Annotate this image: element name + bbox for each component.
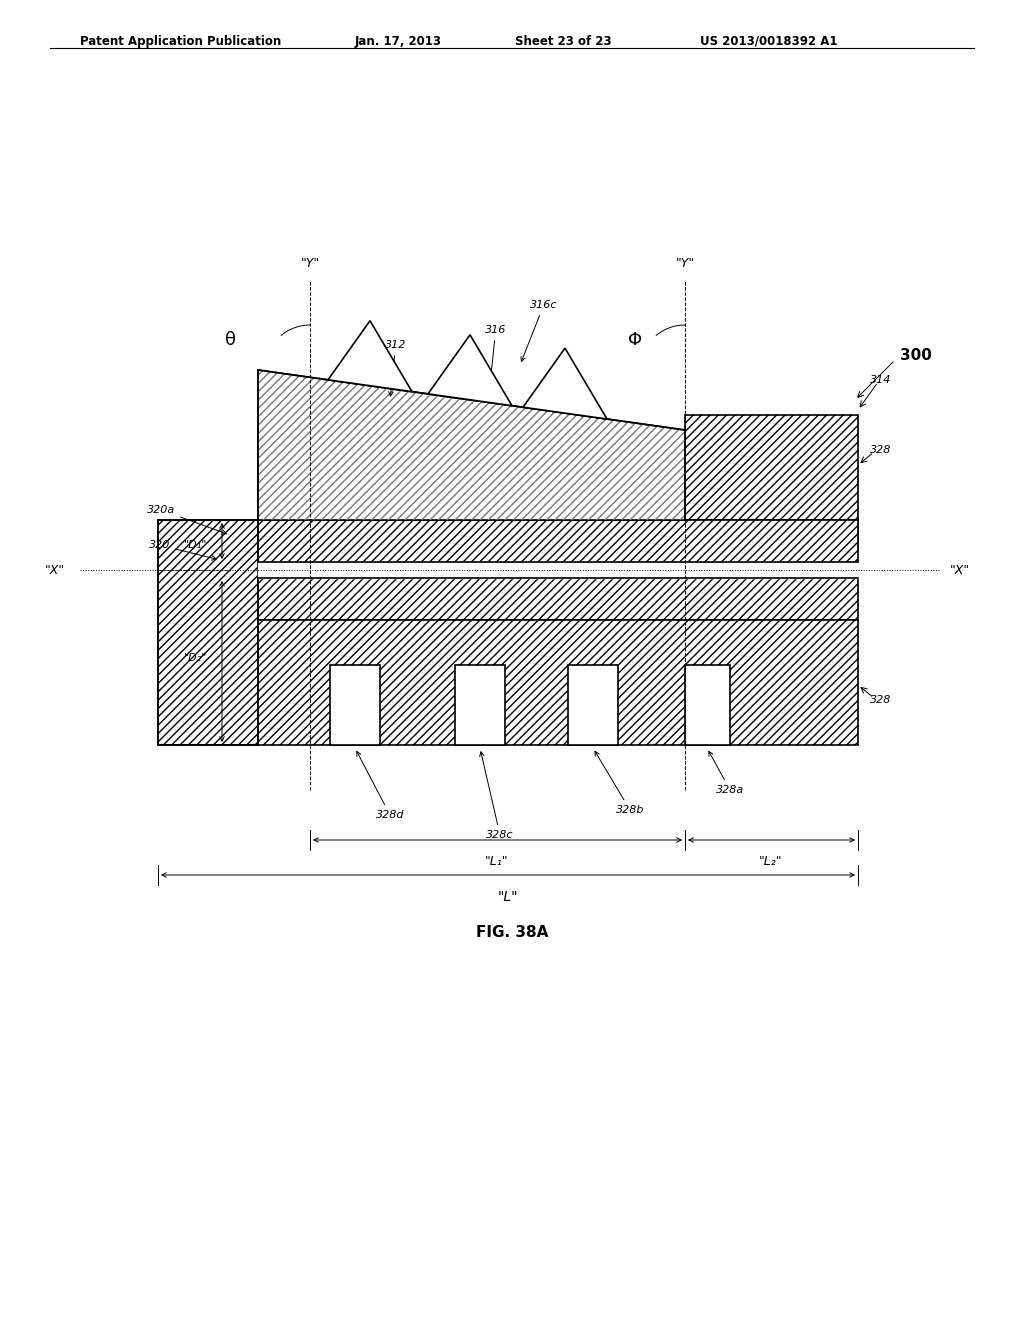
Text: 314: 314 [870,375,891,385]
Text: 320: 320 [148,540,216,560]
Text: "L₁": "L₁" [485,855,509,869]
Text: 328: 328 [870,445,891,455]
Text: 316c: 316c [521,300,557,362]
Text: θ: θ [224,331,236,348]
Polygon shape [428,335,512,405]
Bar [455,665,505,744]
Polygon shape [328,321,412,392]
Bar [258,520,858,550]
Text: Patent Application Publication: Patent Application Publication [80,36,282,48]
Text: 328: 328 [870,696,891,705]
Text: "Y": "Y" [300,257,319,271]
Text: "L₂": "L₂" [759,855,782,869]
Text: FIG. 38A: FIG. 38A [476,925,548,940]
Bar [258,620,858,744]
Bar [568,665,618,744]
Text: "D₁": "D₁" [183,540,207,550]
Bar [685,665,730,744]
Text: "Y": "Y" [676,257,694,271]
Bar [258,520,858,620]
Text: 316: 316 [485,325,507,381]
Text: 328a: 328a [709,751,744,795]
Text: 312: 312 [385,341,407,396]
Text: "X": "X" [950,564,970,577]
Polygon shape [523,348,607,418]
Text: 328d: 328d [356,751,404,820]
Text: "X": "X" [45,564,65,577]
Text: Jan. 17, 2013: Jan. 17, 2013 [355,36,442,48]
Text: 328c: 328c [479,752,514,840]
Text: 328b: 328b [595,751,644,814]
Text: Sheet 23 of 23: Sheet 23 of 23 [515,36,611,48]
Text: 320a: 320a [146,506,226,535]
Bar [685,414,858,520]
Text: 300: 300 [900,347,932,363]
Text: US 2013/0018392 A1: US 2013/0018392 A1 [700,36,838,48]
Text: "L": "L" [498,890,518,904]
Bar [258,430,685,520]
Polygon shape [258,370,685,520]
Text: "D₂": "D₂" [183,653,207,663]
Bar [158,520,258,744]
Text: Φ: Φ [628,331,642,348]
Bar [330,665,380,744]
